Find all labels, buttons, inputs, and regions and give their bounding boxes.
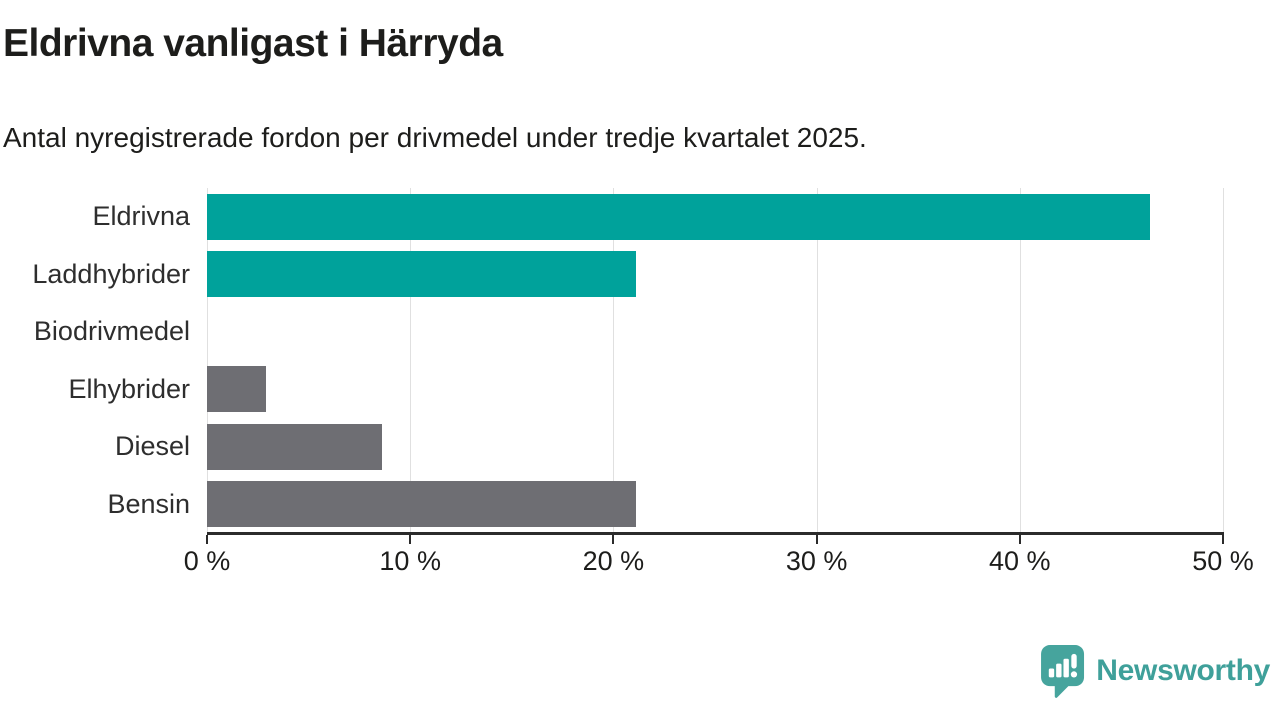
bar-laddhybrider (207, 251, 636, 297)
gridline-40 (1019, 188, 1021, 533)
bar-row (207, 303, 1223, 361)
y-axis-category-labels: Eldrivna Laddhybrider Biodrivmedel Elhybrid… (0, 188, 190, 533)
category-label-diesel: Diesel (114, 431, 190, 462)
category-label-laddhybrider: Laddhybrider (32, 258, 190, 289)
category-label-eldrivna: Eldrivna (92, 201, 190, 232)
newsworthy-speech-bubble-chart-icon (1039, 644, 1086, 698)
newsworthy-logo: Newsworthy (1039, 644, 1270, 698)
chart-title: Eldrivna vanligast i Härryda (3, 22, 503, 65)
bar-row (207, 418, 1223, 476)
plot-area (207, 188, 1224, 534)
gridline-50 (1223, 188, 1224, 533)
category-label-elhybrider: Elhybrider (68, 373, 190, 404)
x-tick-40 (1018, 535, 1021, 544)
chart-subtitle: Antal nyregistrerade fordon per drivmede… (3, 122, 867, 153)
x-tick-50 (1222, 535, 1224, 544)
bar-row (207, 361, 1223, 419)
x-tick-label-20: 20 % (582, 546, 645, 576)
x-tick-0 (206, 535, 208, 544)
x-tick-label-10: 10 % (379, 546, 441, 576)
gridline-30 (816, 188, 818, 533)
bar-diesel (207, 423, 382, 470)
category-label-biodrivmedel: Biodrivmedel (33, 316, 190, 347)
category-label-bensin: Bensin (107, 488, 190, 519)
gridline-20 (613, 188, 615, 533)
x-tick-label-0: 0 % (183, 546, 231, 576)
x-tick-20 (612, 535, 615, 544)
x-tick-10 (409, 535, 412, 544)
bar-row (207, 476, 1223, 534)
x-tick-label-40: 40 % (989, 546, 1051, 576)
x-tick-label-30: 30 % (785, 546, 848, 576)
bar-row (207, 188, 1223, 246)
x-axis-line (207, 532, 1224, 535)
newsworthy-logo-text: Newsworthy (1096, 654, 1270, 687)
bar-elhybrider (207, 366, 266, 412)
gridline-10 (410, 188, 412, 533)
x-tick-label-50: 50 % (1192, 546, 1254, 576)
bar-row (207, 246, 1223, 304)
x-tick-30 (815, 535, 818, 544)
bar-eldrivna (207, 193, 1150, 240)
gridline-0 (207, 188, 208, 533)
bar-bensin (207, 481, 636, 527)
